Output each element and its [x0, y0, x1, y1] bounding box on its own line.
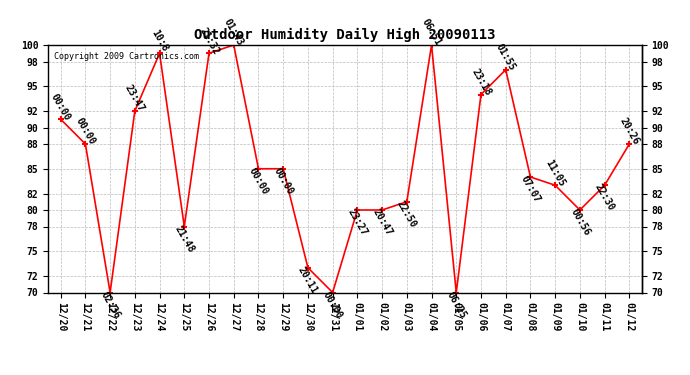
Text: 07:07: 07:07: [519, 174, 542, 205]
Text: Copyright 2009 Cartronics.com: Copyright 2009 Cartronics.com: [55, 53, 199, 62]
Text: 23:47: 23:47: [123, 83, 146, 114]
Text: 06:51: 06:51: [420, 17, 443, 48]
Text: 01:43: 01:43: [222, 17, 246, 48]
Text: 10:8: 10:8: [149, 28, 170, 54]
Text: 21:48: 21:48: [172, 224, 196, 254]
Title: Outdoor Humidity Daily High 20090113: Outdoor Humidity Daily High 20090113: [195, 28, 495, 42]
Text: 20:47: 20:47: [371, 207, 394, 238]
Text: 00:00: 00:00: [271, 166, 295, 196]
Text: 00:00: 00:00: [321, 290, 344, 320]
Text: 00:56: 00:56: [568, 207, 591, 238]
Text: 20:26: 20:26: [618, 116, 641, 147]
Text: 00:00: 00:00: [49, 92, 72, 122]
Text: 23:18: 23:18: [469, 67, 493, 98]
Text: 22:50: 22:50: [395, 199, 419, 230]
Text: 06:25: 06:25: [444, 290, 468, 320]
Text: 00:00: 00:00: [74, 116, 97, 147]
Text: 00:00: 00:00: [247, 166, 270, 196]
Text: 22:30: 22:30: [593, 182, 616, 213]
Text: 02:36: 02:36: [99, 290, 122, 320]
Text: 20:11: 20:11: [296, 265, 319, 296]
Text: 23:27: 23:27: [346, 207, 369, 238]
Text: 01:55: 01:55: [494, 42, 518, 73]
Text: 11:05: 11:05: [544, 158, 567, 188]
Text: 21:32: 21:32: [197, 26, 221, 56]
